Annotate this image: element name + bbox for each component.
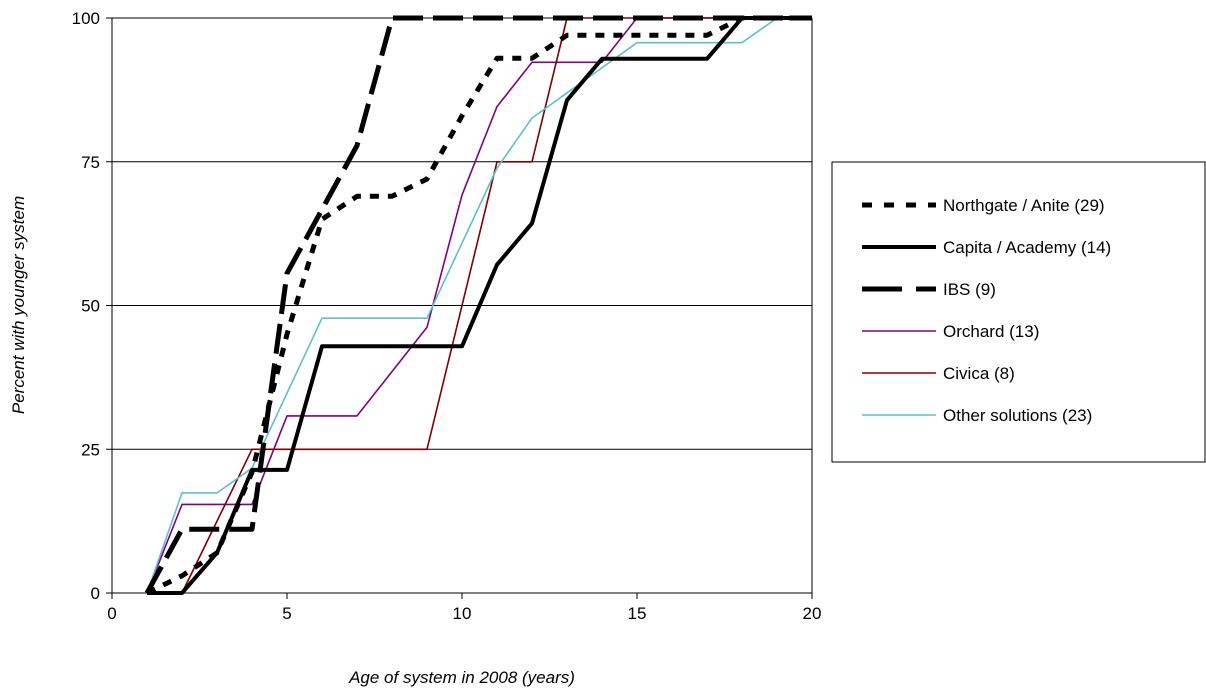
legend-label-ibs-9: IBS (9) <box>943 280 996 299</box>
series-line-other-solutions-23 <box>146 17 812 594</box>
legend-label-civica-8: Civica (8) <box>943 364 1015 383</box>
y-tick-label: 75 <box>81 153 100 172</box>
legend-label-orchard-13: Orchard (13) <box>943 322 1039 341</box>
y-tick-label: 25 <box>81 440 100 459</box>
series-line-civica-8 <box>147 17 812 594</box>
y-tick-label: 50 <box>81 297 100 316</box>
x-tick-label: 15 <box>628 604 647 623</box>
legend-label-capita-academy-14: Capita / Academy (14) <box>943 238 1111 257</box>
y-axis-title: Percent with younger system <box>9 196 28 414</box>
x-tick-label: 5 <box>282 604 291 623</box>
x-tick-label: 20 <box>803 604 822 623</box>
y-tick-label: 0 <box>91 584 100 603</box>
series-line-northgate-anite-29 <box>145 15 812 596</box>
legend-box <box>831 161 1206 463</box>
legend-label-northgate-anite-29: Northgate / Anite (29) <box>943 196 1105 215</box>
x-tick-label: 10 <box>453 604 472 623</box>
x-axis-title: Age of system in 2008 (years) <box>348 668 575 687</box>
legend-label-other-solutions-23: Other solutions (23) <box>943 406 1092 425</box>
series-line-capita-academy-14 <box>147 16 812 595</box>
series-line-ibs-9 <box>144 15 812 595</box>
x-tick-label: 0 <box>107 604 116 623</box>
y-tick-label: 100 <box>72 9 100 28</box>
